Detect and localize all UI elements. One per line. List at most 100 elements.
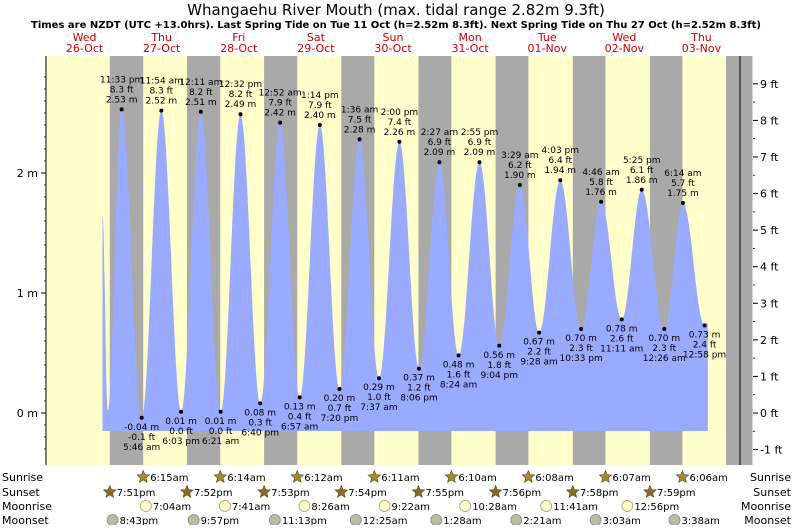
tide-point: [139, 415, 144, 420]
tide-point: [297, 395, 302, 400]
tide-feet-label: 8.3 ft: [110, 85, 134, 95]
day-name-label: Thu: [690, 31, 712, 44]
tide-time-label: 12:58 pm: [683, 350, 726, 360]
axes: 0 m 1 m 2 m -1 ft 0 ft 1 ft 2 ft 3 ft 4 ft 5 ft 6 …: [17, 56, 783, 465]
night-band: [726, 56, 740, 465]
tide-time-label: 12:32 pm: [219, 80, 262, 90]
day-date-label: 31-Oct: [451, 42, 489, 55]
tide-time-label: 12:52 am: [259, 89, 302, 99]
y-right-tick-label: 6 ft: [760, 188, 779, 201]
sunrise-time: 6:08am: [535, 473, 573, 484]
sunrise-time: 6:06am: [689, 473, 727, 484]
tide-feet-label: 6.9 ft: [428, 138, 452, 148]
daylight-band: [46, 56, 110, 465]
sunset-star-icon: [334, 484, 349, 498]
moonset-time: 12:25am: [363, 516, 408, 525]
tide-time-label: 2:55 pm: [461, 128, 499, 138]
tide-point: [558, 178, 563, 183]
y-left-tick-label: 1 m: [17, 287, 38, 300]
tide-curve: [102, 109, 708, 432]
moonset-time: 9:57pm: [201, 516, 240, 525]
tide-time-label: 5:46 am: [123, 443, 160, 453]
tide-point: [579, 327, 584, 331]
tide-metres-label: 0.48 m: [443, 360, 475, 370]
row-label-left-sunrise: Sunrise: [2, 471, 43, 484]
tide-feet-label: 7.5 ft: [348, 115, 372, 125]
moonrise-moon-icon: [298, 500, 311, 512]
tide-metres-label: 0.01 m: [165, 417, 197, 427]
y-right-tick-label: 5 ft: [760, 224, 779, 237]
sunrise-time: 6:10am: [458, 473, 496, 484]
moonset-time: 3:03am: [603, 516, 641, 525]
day-name-label: Sun: [383, 31, 404, 44]
tide-time-label: 1:14 pm: [301, 91, 339, 101]
tide-feet-label: 5.7 ft: [671, 179, 695, 189]
moonrise-moon-icon: [139, 500, 152, 512]
sunset-time: 7:52pm: [194, 488, 233, 499]
tide-time-label: 10:33 pm: [559, 354, 602, 364]
tide-metres-label: 0.56 m: [483, 351, 515, 361]
sunset-star-icon: [102, 484, 117, 498]
sunrise-time: 6:11am: [381, 473, 419, 484]
tide-feet-label: 6.2 ft: [508, 161, 532, 171]
tide-feet-label: 0.0 ft: [169, 427, 193, 437]
tide-point: [317, 123, 322, 127]
tide-point: [517, 183, 522, 187]
tide-metres-label: 0.70 m: [648, 334, 680, 344]
tide-feet-label: 0.4 ft: [288, 412, 312, 422]
tide-feet-label: 6.4 ft: [548, 156, 572, 166]
moonrise-moon-icon: [459, 500, 472, 512]
moonrise-time: 12:56pm: [634, 502, 679, 513]
tide-point: [258, 401, 263, 406]
tide-point: [456, 353, 461, 358]
tide-point: [639, 187, 644, 192]
day-name-label: Mon: [459, 31, 482, 44]
moonset-moon-icon: [268, 514, 281, 526]
moonset-moon-icon: [589, 514, 602, 526]
sunset-star-icon: [488, 484, 503, 498]
right-gutter: [740, 56, 753, 465]
tide-metres-label: 1.76 m: [585, 188, 617, 198]
sunrise-star-icon: [290, 469, 305, 483]
sunset-time: 7:53pm: [271, 488, 310, 499]
tide-time-label: 6:14 am: [664, 169, 701, 179]
sunset-time: 7:54pm: [348, 488, 387, 499]
moonrise-moon-icon: [540, 500, 553, 512]
moonrise-time: 9:22am: [392, 502, 430, 513]
day-date-label: 03-Nov: [682, 42, 722, 55]
tide-point: [662, 327, 667, 331]
tide-metres-label: 0.73 m: [689, 330, 721, 340]
moonset-time: 3:38am: [682, 516, 720, 525]
sunrise-star-icon: [675, 469, 690, 483]
sunset-star-icon: [565, 484, 580, 498]
chart-title: Whangaehu River Mouth (max. tidal range …: [187, 1, 605, 19]
tide-metres-label: 0.67 m: [523, 338, 555, 348]
tide-feet-label: 8.2 ft: [229, 90, 253, 100]
tide-metres-label: 2.49 m: [225, 100, 257, 110]
sunrise-star-icon: [136, 469, 151, 483]
tide-feet-label: 6.9 ft: [468, 138, 492, 148]
tide-metres-label: 2.53 m: [106, 95, 138, 105]
sunset-time: 7:56pm: [503, 488, 542, 499]
sunrise-time: 6:12am: [304, 473, 342, 484]
y-right-tick-label: 8 ft: [760, 114, 779, 127]
moonset-time: 2:21am: [523, 516, 561, 525]
sunrise-star-icon: [213, 469, 228, 483]
tide-feet-label: 1.2 ft: [407, 384, 431, 394]
moonrise-time: 7:04am: [153, 502, 191, 513]
moonset-moon-icon: [510, 514, 523, 526]
day-date-label: 26-Oct: [66, 42, 104, 55]
day-labels: Wed26-OctThu27-OctFri28-OctSat29-OctSun3…: [66, 31, 722, 55]
moonset-moon-icon: [106, 514, 119, 526]
tide-metres-label: 2.09 m: [424, 148, 456, 158]
day-date-label: 27-Oct: [143, 42, 181, 55]
sunrise-time: 6:15am: [150, 473, 188, 484]
moonrise-moon-icon: [378, 500, 391, 512]
tide-metres-label: 0.70 m: [565, 334, 597, 344]
moonset-moon-icon: [349, 514, 362, 526]
tide-metres-label: 1.75 m: [667, 189, 699, 199]
tide-point: [680, 201, 685, 205]
tide-metres-label: 0.20 m: [324, 394, 356, 404]
tide-point: [238, 112, 243, 117]
